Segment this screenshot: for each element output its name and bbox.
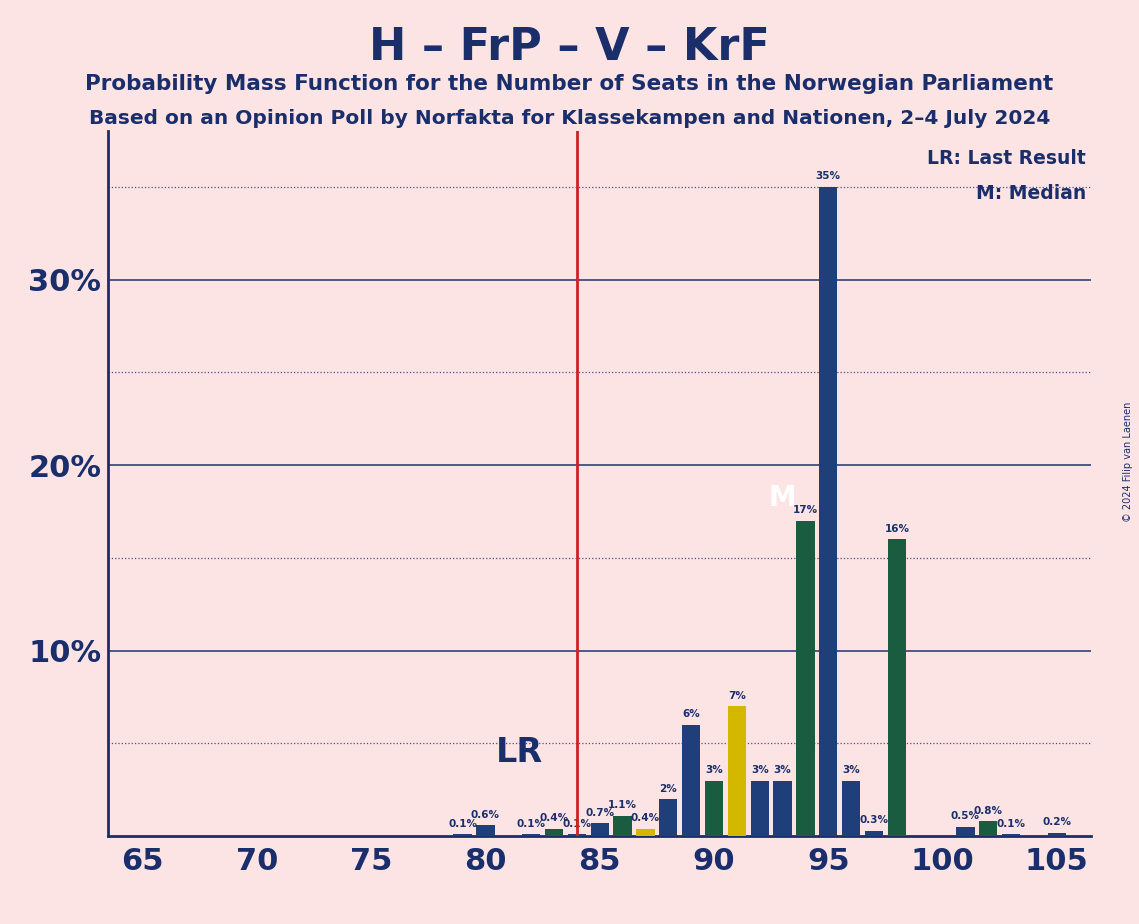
- Text: Probability Mass Function for the Number of Seats in the Norwegian Parliament: Probability Mass Function for the Number…: [85, 74, 1054, 94]
- Text: 17%: 17%: [793, 505, 818, 516]
- Text: 7%: 7%: [728, 691, 746, 700]
- Bar: [819, 187, 837, 836]
- Text: 3%: 3%: [751, 765, 769, 775]
- Text: 35%: 35%: [816, 171, 841, 181]
- Text: 0.7%: 0.7%: [585, 808, 614, 818]
- Bar: [887, 540, 906, 836]
- Text: H – FrP – V – KrF: H – FrP – V – KrF: [369, 26, 770, 69]
- Text: 2%: 2%: [659, 784, 678, 794]
- Bar: [590, 823, 609, 836]
- Bar: [614, 816, 632, 836]
- Bar: [476, 825, 494, 836]
- Text: M: Median: M: Median: [976, 184, 1087, 203]
- Bar: [1002, 834, 1021, 836]
- Text: Based on an Opinion Poll by Norfakta for Klassekampen and Nationen, 2–4 July 202: Based on an Opinion Poll by Norfakta for…: [89, 109, 1050, 128]
- Bar: [957, 827, 975, 836]
- Bar: [567, 834, 585, 836]
- Text: 0.2%: 0.2%: [1042, 817, 1072, 827]
- Text: 0.1%: 0.1%: [517, 819, 546, 829]
- Text: 3%: 3%: [842, 765, 860, 775]
- Text: 0.3%: 0.3%: [860, 815, 888, 825]
- Text: 0.8%: 0.8%: [974, 806, 1002, 816]
- Bar: [544, 829, 563, 836]
- Bar: [705, 781, 723, 836]
- Bar: [796, 521, 814, 836]
- Text: © 2024 Filip van Laenen: © 2024 Filip van Laenen: [1123, 402, 1132, 522]
- Text: 3%: 3%: [705, 765, 723, 775]
- Bar: [842, 781, 860, 836]
- Text: 0.1%: 0.1%: [448, 819, 477, 829]
- Text: 0.4%: 0.4%: [631, 813, 659, 823]
- Bar: [637, 829, 655, 836]
- Bar: [980, 821, 998, 836]
- Text: 0.5%: 0.5%: [951, 811, 980, 821]
- Bar: [728, 706, 746, 836]
- Bar: [865, 831, 883, 836]
- Bar: [453, 834, 472, 836]
- Text: 0.6%: 0.6%: [470, 809, 500, 820]
- Text: 0.1%: 0.1%: [563, 819, 591, 829]
- Text: M: M: [769, 483, 796, 512]
- Text: 3%: 3%: [773, 765, 792, 775]
- Text: LR: LR: [497, 736, 543, 770]
- Text: 6%: 6%: [682, 710, 700, 720]
- Text: 0.1%: 0.1%: [997, 819, 1025, 829]
- Text: 1.1%: 1.1%: [608, 800, 637, 810]
- Bar: [751, 781, 769, 836]
- Text: LR: Last Result: LR: Last Result: [927, 149, 1087, 168]
- Text: 16%: 16%: [884, 524, 909, 534]
- Bar: [682, 725, 700, 836]
- Bar: [1048, 833, 1066, 836]
- Bar: [522, 834, 540, 836]
- Bar: [659, 799, 678, 836]
- Text: 0.4%: 0.4%: [540, 813, 568, 823]
- Bar: [773, 781, 792, 836]
